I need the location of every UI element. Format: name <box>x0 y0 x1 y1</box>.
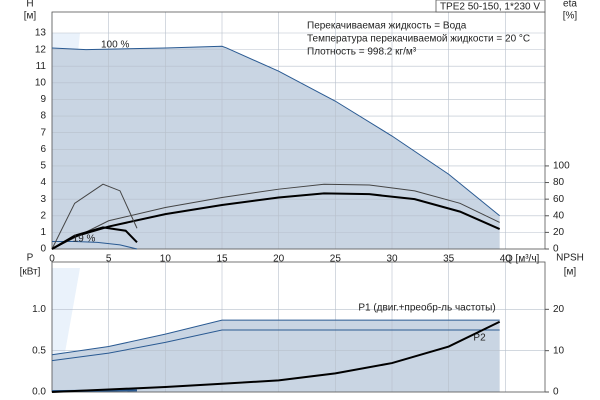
y-tick-label: 0.0 <box>32 387 46 398</box>
plot-frame <box>51 11 546 250</box>
y2-tick-label: 80 <box>553 177 565 188</box>
y-tick-label: 12 <box>35 44 47 55</box>
info-line: Плотность = 998.2 кг/м³ <box>307 47 417 58</box>
y2-tick-label: 100 <box>553 161 570 172</box>
x-tick-label: 30 <box>386 254 398 265</box>
y-tick-label: 5 <box>40 161 46 172</box>
curve <box>51 226 138 250</box>
x-tick-label: 40 <box>500 254 512 265</box>
x-tick-label: 10 <box>160 254 172 265</box>
y-tick-label: 0 <box>40 244 46 255</box>
curve <box>51 329 500 362</box>
curve <box>51 183 500 250</box>
area <box>52 46 500 249</box>
curve-label: P2 <box>473 333 486 344</box>
y-tick-label: 6 <box>40 144 46 155</box>
chart-title: TPE2 50-150, 1*230 V <box>440 2 540 13</box>
y-tick-label: 11 <box>36 61 47 72</box>
y2-tick-label: 0 <box>553 244 559 255</box>
y-tick-label: 10 <box>35 77 47 88</box>
y-tick-label: 1 <box>40 227 46 238</box>
y2-axis-label: NPSH <box>556 253 584 264</box>
y2-axis-label: eta <box>563 0 577 10</box>
curve-label: P1 (двиг.+преобр-ль частоты) <box>358 302 495 314</box>
y-axis-label: H <box>26 0 33 10</box>
x-tick-label: 35 <box>443 254 455 265</box>
info-line: Перекачиваемая жидкость = Вода <box>307 21 467 32</box>
y2-tick-label: 40 <box>553 210 565 221</box>
y-tick-label: 0.5 <box>32 345 46 356</box>
curve <box>51 320 501 393</box>
y2-tick-label: 60 <box>553 194 565 205</box>
y2-axis-label: [%] <box>563 11 578 22</box>
y-axis-label: [м] <box>24 11 37 22</box>
annotation: 100 % <box>101 39 129 50</box>
y-tick-label: 3 <box>40 194 46 205</box>
y-tick-label: 9 <box>40 94 46 105</box>
annotation: 19 % <box>73 234 96 245</box>
title-box <box>435 0 546 13</box>
x-tick-label: 5 <box>106 254 112 265</box>
y2-axis-label: [м] <box>564 267 577 278</box>
y2-tick-label: 0 <box>553 387 559 398</box>
info-line: Температура перекачиваемой жидкости = 20… <box>307 34 530 45</box>
curve <box>51 45 500 217</box>
y-tick-label: 8 <box>40 111 46 122</box>
y-tick-label: 13 <box>35 28 47 39</box>
x-axis-label: Q [м³/ч] <box>505 254 540 265</box>
y2-tick-label: 10 <box>553 345 565 356</box>
x-tick-label: 20 <box>273 254 285 265</box>
y-tick-label: 4 <box>40 177 46 188</box>
y2-tick-label: 20 <box>553 227 565 238</box>
y-axis-label: P <box>27 253 34 264</box>
plot-frame <box>51 261 546 393</box>
y-tick-label: 1.0 <box>32 304 46 315</box>
y-tick-label: 7 <box>40 127 46 138</box>
y-tick-label: 2 <box>40 210 46 221</box>
curve <box>51 183 138 250</box>
x-tick-label: 0 <box>49 254 55 265</box>
x-tick-label: 25 <box>330 254 342 265</box>
area <box>52 320 500 392</box>
x-tick-label: 15 <box>216 254 228 265</box>
curve <box>51 319 500 356</box>
y-axis-label: [кВт] <box>20 267 41 278</box>
y2-tick-label: 20 <box>553 304 565 315</box>
